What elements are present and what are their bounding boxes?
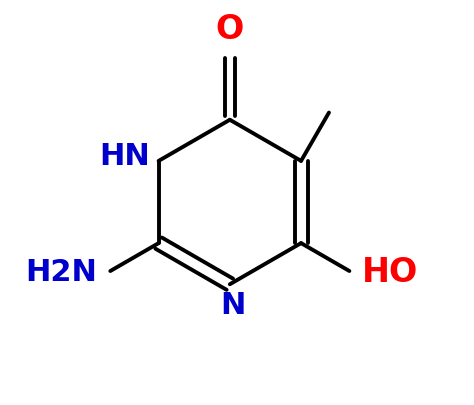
- Text: HN: HN: [99, 141, 150, 170]
- Text: N: N: [221, 290, 246, 319]
- Text: H2N: H2N: [26, 257, 98, 286]
- Text: O: O: [216, 13, 244, 46]
- Text: HO: HO: [362, 255, 419, 288]
